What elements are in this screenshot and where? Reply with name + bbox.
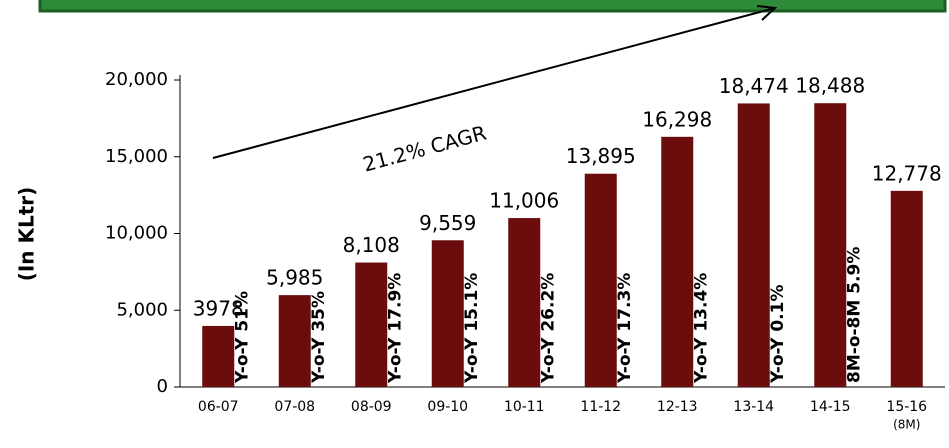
bar bbox=[661, 136, 694, 387]
growth-label: Y-o-Y 17.3% bbox=[615, 273, 635, 384]
x-tick-label: 09-10 bbox=[427, 399, 468, 415]
x-tick-label: 14-15 bbox=[810, 399, 851, 415]
value-label: 16,298 bbox=[642, 107, 712, 131]
y-tick-label: 10,000 bbox=[105, 223, 168, 244]
growth-label: Y-o-Y 26.2% bbox=[538, 273, 558, 384]
bar bbox=[431, 240, 464, 387]
x-tick-label: 06-07 bbox=[198, 399, 239, 415]
growth-label: Y-o-Y 0.1% bbox=[768, 285, 788, 384]
bar bbox=[278, 295, 311, 387]
x-tick-label: 12-13 bbox=[657, 399, 698, 415]
y-tick-label: 15,000 bbox=[105, 146, 168, 167]
cagr-arrow-head bbox=[756, 5, 778, 21]
value-label: 3978 bbox=[193, 296, 244, 320]
bar bbox=[814, 103, 847, 387]
bar bbox=[584, 173, 617, 387]
x-tick-label: 13-14 bbox=[733, 399, 774, 415]
growth-label: Y-o-Y 35% bbox=[309, 291, 329, 384]
bar bbox=[890, 190, 923, 387]
cagr-label: 21.2% CAGR bbox=[360, 121, 489, 177]
banner bbox=[38, 0, 947, 13]
growth-label: Y-o-Y 15.1% bbox=[462, 273, 482, 384]
growth-label: Y-o-Y 13.4% bbox=[691, 273, 711, 384]
growth-label: Y-o-Y 17.9% bbox=[385, 273, 405, 384]
bar bbox=[737, 103, 770, 387]
value-label: 18,488 bbox=[795, 74, 865, 98]
y-tick-label: 0 bbox=[157, 376, 168, 397]
growth-label: Y-o-Y 51% bbox=[232, 291, 252, 384]
bar bbox=[508, 218, 541, 387]
y-axis-label: (In KLtr) bbox=[15, 187, 39, 282]
category-note: (8M) bbox=[893, 418, 920, 432]
value-label: 11,006 bbox=[489, 189, 559, 213]
bar bbox=[202, 325, 235, 387]
value-label: 13,895 bbox=[566, 144, 636, 168]
value-label: 5,985 bbox=[266, 266, 323, 290]
value-label: 8,108 bbox=[343, 233, 400, 257]
x-tick-label: 07-08 bbox=[274, 399, 315, 415]
value-label: 9,559 bbox=[419, 211, 476, 235]
value-label: 12,778 bbox=[872, 161, 942, 185]
growth-label: 8M-o-8M 5.9% bbox=[844, 247, 864, 383]
x-tick-label: 08-09 bbox=[351, 399, 392, 415]
bar bbox=[355, 262, 388, 387]
y-tick-label: 5,000 bbox=[116, 299, 168, 320]
value-label: 18,474 bbox=[719, 74, 789, 98]
x-tick-label: 10-11 bbox=[504, 399, 545, 415]
cagr-arrow bbox=[212, 7, 776, 159]
x-tick-label: 15-16 bbox=[886, 399, 927, 415]
x-tick-label: 11-12 bbox=[580, 399, 621, 415]
y-tick-label: 20,000 bbox=[105, 69, 168, 90]
